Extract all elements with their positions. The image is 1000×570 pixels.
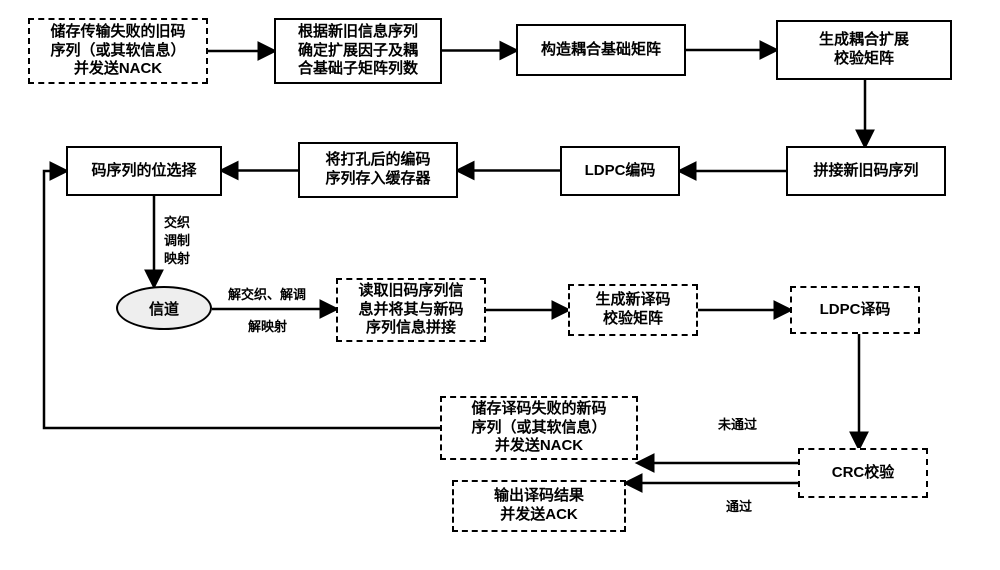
label-l5: 解映射 xyxy=(248,316,287,335)
node-n13: CRC校验 xyxy=(798,448,928,498)
node-n3: 构造耦合基础矩阵 xyxy=(516,24,686,76)
node-n5: 拼接新旧码序列 xyxy=(786,146,946,196)
node-n15: 输出译码结果并发送ACK xyxy=(452,480,626,532)
node-n8: 码序列的位选择 xyxy=(66,146,222,196)
node-n11: 生成新译码校验矩阵 xyxy=(568,284,698,336)
node-n6: LDPC编码 xyxy=(560,146,680,196)
node-n14: 储存译码失败的新码序列（或其软信息）并发送NACK xyxy=(440,396,638,460)
label-l7: 通过 xyxy=(726,496,752,515)
label-l6: 未通过 xyxy=(718,414,757,433)
node-n7: 将打孔后的编码序列存入缓存器 xyxy=(298,142,458,198)
label-l2: 调制 xyxy=(164,230,190,249)
node-n2: 根据新旧信息序列确定扩展因子及耦合基础子矩阵列数 xyxy=(274,18,442,84)
label-l3: 映射 xyxy=(164,248,190,267)
label-l4: 解交织、解调 xyxy=(228,284,306,303)
node-n4: 生成耦合扩展校验矩阵 xyxy=(776,20,952,80)
node-n10: 读取旧码序列信息并将其与新码序列信息拼接 xyxy=(336,278,486,342)
label-l1: 交织 xyxy=(164,212,190,231)
flowchart-stage: 储存传输失败的旧码序列（或其软信息）并发送NACK 根据新旧信息序列确定扩展因子及… xyxy=(0,0,1000,570)
node-n9: 信道 xyxy=(116,286,212,330)
node-n1: 储存传输失败的旧码序列（或其软信息）并发送NACK xyxy=(28,18,208,84)
node-n12: LDPC译码 xyxy=(790,286,920,334)
